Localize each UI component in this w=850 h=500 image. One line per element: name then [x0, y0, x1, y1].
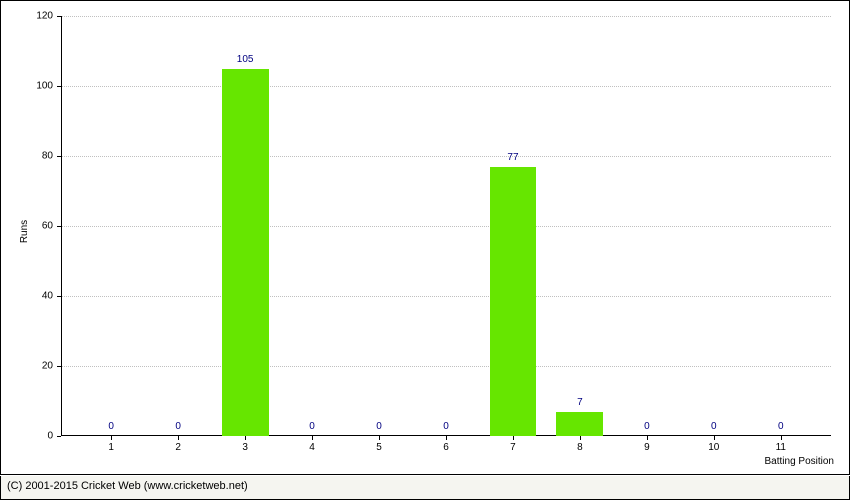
x-tick-mark — [446, 436, 447, 440]
bar — [490, 167, 537, 437]
grid-line — [61, 296, 831, 297]
x-tick-label: 2 — [175, 442, 181, 453]
x-tick-mark — [513, 436, 514, 440]
grid-line — [61, 226, 831, 227]
bar-value-label: 7 — [577, 397, 583, 408]
x-tick-mark — [714, 436, 715, 440]
x-tick-mark — [245, 436, 246, 440]
grid-line — [61, 156, 831, 157]
chart-container: 0204060801001201020310540506077787901001… — [0, 0, 850, 475]
y-tick-label: 100 — [36, 81, 53, 92]
bar-value-label: 0 — [309, 421, 315, 432]
x-axis-title: Batting Position — [765, 456, 835, 467]
x-tick-label: 8 — [577, 442, 583, 453]
grid-line — [61, 86, 831, 87]
y-tick-label: 40 — [42, 291, 53, 302]
y-tick-label: 60 — [42, 221, 53, 232]
y-tick-mark — [57, 436, 61, 437]
bar-value-label: 0 — [108, 421, 114, 432]
x-tick-mark — [312, 436, 313, 440]
x-tick-mark — [178, 436, 179, 440]
bar-value-label: 105 — [237, 54, 254, 65]
plot-area: 0204060801001201020310540506077787901001… — [61, 16, 831, 436]
x-tick-label: 7 — [510, 442, 516, 453]
x-tick-mark — [379, 436, 380, 440]
x-tick-mark — [781, 436, 782, 440]
x-tick-label: 9 — [644, 442, 650, 453]
x-tick-mark — [580, 436, 581, 440]
y-axis — [61, 16, 62, 436]
y-tick-label: 120 — [36, 11, 53, 22]
x-tick-label: 4 — [309, 442, 315, 453]
x-tick-mark — [647, 436, 648, 440]
x-tick-label: 1 — [108, 442, 114, 453]
copyright-text: (C) 2001-2015 Cricket Web (www.cricketwe… — [0, 476, 850, 500]
bar-value-label: 0 — [778, 421, 784, 432]
bar-value-label: 0 — [644, 421, 650, 432]
x-tick-label: 3 — [242, 442, 248, 453]
y-tick-label: 80 — [42, 151, 53, 162]
x-tick-label: 6 — [443, 442, 449, 453]
bar-value-label: 0 — [175, 421, 181, 432]
y-tick-label: 20 — [42, 361, 53, 372]
bar-value-label: 77 — [507, 152, 518, 163]
x-tick-label: 11 — [776, 442, 786, 453]
x-tick-mark — [111, 436, 112, 440]
x-tick-label: 10 — [708, 442, 719, 453]
grid-line — [61, 366, 831, 367]
bar-value-label: 0 — [376, 421, 382, 432]
bar-value-label: 0 — [443, 421, 449, 432]
y-axis-title: Runs — [19, 220, 30, 243]
bar — [222, 69, 269, 437]
y-tick-label: 0 — [47, 431, 53, 442]
grid-line — [61, 16, 831, 17]
bar-value-label: 0 — [711, 421, 717, 432]
x-tick-label: 5 — [376, 442, 382, 453]
bar — [556, 412, 603, 437]
